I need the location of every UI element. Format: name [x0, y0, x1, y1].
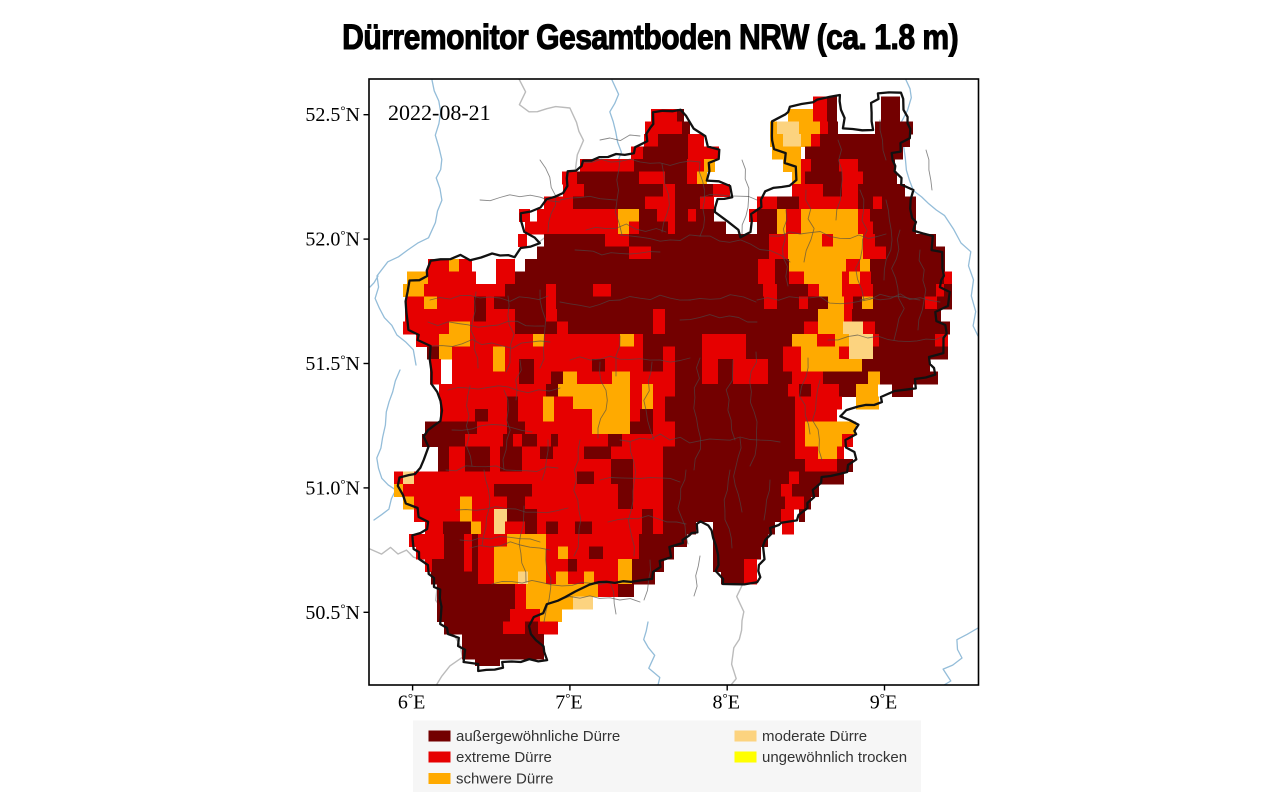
svg-text:7°E: 7°E	[555, 690, 582, 714]
svg-text:8°E: 8°E	[712, 690, 739, 714]
svg-text:9°E: 9°E	[870, 690, 897, 714]
svg-text:schwere Dürre: schwere Dürre	[456, 771, 554, 788]
svg-text:2022-08-21: 2022-08-21	[388, 100, 491, 125]
svg-text:ungewöhnlich trocken: ungewöhnlich trocken	[762, 749, 907, 766]
svg-text:52.5°N: 52.5°N	[305, 103, 360, 127]
svg-text:52.0°N: 52.0°N	[305, 227, 360, 251]
svg-text:51.0°N: 51.0°N	[305, 476, 360, 500]
svg-text:51.5°N: 51.5°N	[305, 352, 360, 376]
svg-text:extreme Dürre: extreme Dürre	[456, 749, 552, 766]
svg-text:6°E: 6°E	[398, 690, 425, 714]
svg-text:moderate Dürre: moderate Dürre	[762, 728, 867, 745]
svg-text:50.5°N: 50.5°N	[305, 600, 360, 624]
svg-text:außergewöhnliche Dürre: außergewöhnliche Dürre	[456, 728, 620, 745]
